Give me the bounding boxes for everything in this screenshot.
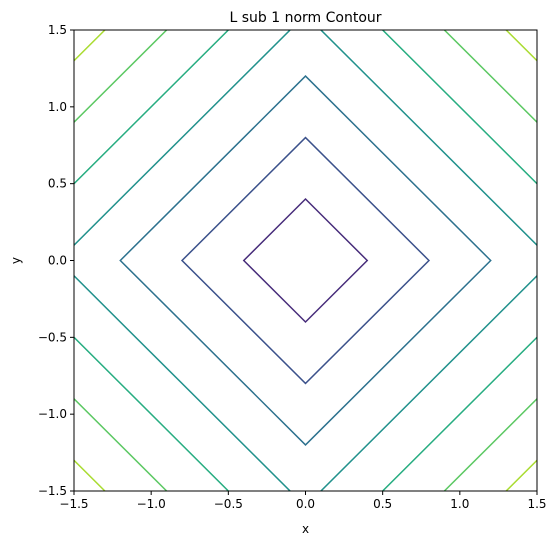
x-axis: −1.5 −1.0 −0.5 0.0 0.5 1.0 1.5 <box>59 491 547 511</box>
contour-level-1-2 <box>119 75 492 446</box>
x-tick-label: 0.0 <box>296 497 315 511</box>
y-tick-label: 0.0 <box>48 254 67 268</box>
y-tick-label: 1.0 <box>48 100 67 114</box>
x-tick-label: 0.5 <box>373 497 392 511</box>
y-axis: −1.5 −1.0 −0.5 0.0 0.5 1.0 1.5 <box>38 23 74 498</box>
contour-level-0-8 <box>180 136 431 385</box>
y-tick-label: −1.5 <box>38 484 67 498</box>
contour-level-0-4 <box>242 197 369 324</box>
x-tick-label: −0.5 <box>214 497 243 511</box>
x-axis-label: x <box>302 522 309 536</box>
y-tick-label: 1.5 <box>48 23 67 37</box>
y-tick-label: −0.5 <box>38 330 67 344</box>
y-axis-label: y <box>9 257 23 264</box>
chart-title: L sub 1 norm Contour <box>229 10 381 26</box>
x-tick-label: −1.0 <box>137 497 166 511</box>
x-tick-label: 1.0 <box>450 497 469 511</box>
contour-level-1-6 <box>74 30 537 491</box>
x-tick-label: 1.5 <box>527 497 546 511</box>
y-tick-label: −1.0 <box>38 407 67 421</box>
x-tick-label: −1.5 <box>59 497 88 511</box>
y-tick-label: 0.5 <box>48 177 67 191</box>
